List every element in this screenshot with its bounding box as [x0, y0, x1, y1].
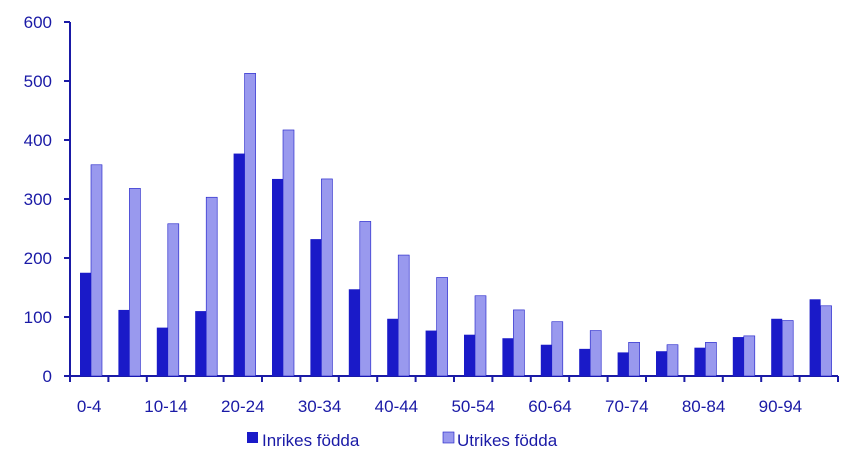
bar-inrikes-5-9: [118, 309, 130, 376]
legend-swatch-utrikes: [442, 431, 455, 444]
bar-utrikes-90-94: [781, 320, 794, 377]
bar-inrikes-60-64: [540, 344, 552, 376]
x-tick-label: 80-84: [682, 397, 725, 416]
bar-inrikes-90-94: [771, 318, 783, 376]
bar-inrikes-10-14: [156, 327, 168, 376]
x-tick-label: 10-14: [144, 397, 187, 416]
legend-label-inrikes: Inrikes födda: [262, 431, 360, 450]
bar-utrikes-10-14: [167, 223, 180, 377]
x-axis: 0-4 10-14 20-24 30-34 40-44 50-54 60-64 70-74 80…: [69, 375, 839, 416]
y-tick-label: 400: [24, 131, 52, 150]
x-tick-label: 0-4: [77, 397, 102, 416]
bar-utrikes-85-89: [743, 335, 756, 377]
bar-utrikes-75-79: [666, 344, 679, 377]
bar-inrikes-15-19: [195, 311, 207, 376]
bar-utrikes-60-64: [551, 321, 564, 377]
legend-label-utrikes: Utrikes födda: [457, 431, 558, 450]
bar-utrikes-20-24: [244, 73, 256, 377]
bar-utrikes-15-19: [205, 196, 218, 377]
bar-utrikes-65-69: [589, 330, 602, 377]
bar-utrikes-0-4: [90, 164, 103, 377]
legend: Inrikes födda Utrikes födda: [247, 431, 558, 450]
bar-inrikes-80-84: [694, 347, 706, 376]
legend-swatch-inrikes: [247, 432, 258, 443]
x-tick-label: 40-44: [375, 397, 418, 416]
bar-inrikes-40-44: [387, 318, 399, 376]
bar-utrikes-55-59: [513, 309, 525, 377]
x-tick-label: 90-94: [759, 397, 802, 416]
bar-utrikes-40-44: [397, 254, 410, 377]
bar-inrikes-55-59: [502, 338, 514, 376]
y-tick-label: 300: [24, 190, 52, 209]
bar-utrikes-5-9: [129, 188, 141, 377]
x-tick-label: 30-34: [298, 397, 341, 416]
x-tick-label: 60-64: [528, 397, 571, 416]
bar-utrikes-80-84: [705, 342, 717, 377]
bar-inrikes-70-74: [617, 352, 629, 376]
y-tick-label: 500: [24, 72, 52, 91]
bar-utrikes-35-39: [359, 221, 372, 377]
bar-inrikes-65-69: [579, 348, 591, 376]
y-axis: 0 100 200 300 400 500 600: [24, 13, 71, 386]
bar-utrikes-50-54: [474, 295, 487, 377]
bar-utrikes-25-29: [282, 129, 295, 377]
bar-inrikes-30-34: [310, 239, 322, 376]
bar-inrikes-35-39: [348, 289, 360, 376]
y-tick-label: 200: [24, 249, 52, 268]
bar-utrikes-45-49: [436, 277, 448, 377]
bar-inrikes-0-4: [80, 272, 91, 376]
bars: [80, 73, 832, 377]
x-tick-label: 50-54: [451, 397, 494, 416]
bar-inrikes-75-79: [656, 351, 667, 376]
y-tick-label: 0: [43, 367, 52, 386]
bar-inrikes-25-29: [272, 178, 283, 376]
bar-inrikes-85-89: [732, 337, 744, 376]
bar-inrikes-50-54: [464, 334, 475, 376]
bar-utrikes-70-74: [628, 342, 640, 377]
y-tick-label: 600: [24, 13, 52, 32]
bar-utrikes-95+: [820, 305, 832, 377]
bar-inrikes-95+: [809, 299, 821, 376]
x-tick-label: 70-74: [605, 397, 648, 416]
x-tick-label: 20-24: [221, 397, 264, 416]
bar-utrikes-30-34: [321, 178, 333, 377]
bar-inrikes-20-24: [233, 153, 245, 376]
bar-inrikes-45-49: [425, 330, 437, 376]
y-tick-label: 100: [24, 308, 52, 327]
